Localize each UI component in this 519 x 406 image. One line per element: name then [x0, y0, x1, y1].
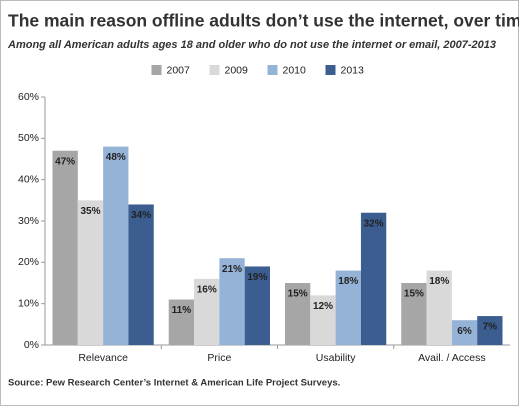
x-tick-label: Price	[207, 352, 231, 364]
x-tick-label: Avail. / Access	[418, 352, 486, 364]
value-label: 18%	[429, 276, 449, 287]
bar	[426, 270, 452, 345]
bar	[477, 316, 503, 345]
bar	[128, 204, 154, 345]
x-tick-label: Usability	[316, 352, 356, 364]
value-label: 34%	[131, 210, 151, 221]
bar	[285, 283, 311, 345]
value-label: 18%	[338, 276, 358, 287]
bar	[451, 320, 478, 345]
bar	[194, 278, 220, 345]
y-tick-label: 0%	[24, 339, 39, 351]
value-label: 35%	[80, 206, 100, 217]
y-tick-label: 20%	[18, 256, 39, 268]
bar	[103, 146, 129, 345]
legend-label: 2009	[225, 64, 249, 76]
bar	[360, 212, 387, 345]
value-label: 32%	[364, 218, 384, 229]
bar	[52, 150, 78, 345]
value-label: 19%	[247, 272, 267, 283]
value-label: 12%	[313, 301, 333, 312]
legend-swatch	[325, 65, 336, 75]
value-label: 11%	[172, 305, 192, 316]
value-label: 6%	[457, 326, 472, 337]
chart-subtitle: Among all American adults ages 18 and ol…	[7, 39, 496, 51]
legend-label: 2007	[167, 64, 191, 76]
legend-swatch	[209, 65, 220, 75]
legend-swatch	[151, 65, 162, 75]
source: Source: Pew Research Center’s Internet &…	[8, 378, 340, 389]
bar	[401, 283, 427, 345]
y-tick-label: 40%	[18, 173, 39, 185]
legend-label: 2013	[341, 64, 365, 76]
chart-title: The main reason offline adults don’t use…	[8, 11, 519, 31]
bar	[335, 270, 361, 345]
value-label: 15%	[404, 289, 424, 300]
value-label: 47%	[55, 156, 75, 167]
bar	[219, 258, 245, 345]
legend-swatch	[267, 65, 278, 75]
value-label: 7%	[483, 322, 498, 333]
value-label: 48%	[106, 152, 126, 163]
value-label: 21%	[222, 264, 242, 275]
value-label: 16%	[197, 285, 217, 296]
legend-label: 2010	[283, 64, 307, 76]
y-tick-label: 60%	[18, 91, 39, 103]
bar	[77, 200, 104, 345]
y-tick-label: 30%	[18, 215, 39, 227]
y-tick-label: 10%	[18, 297, 39, 309]
bar	[168, 299, 195, 345]
value-label: 15%	[288, 289, 308, 300]
bar	[244, 266, 270, 345]
y-tick-label: 50%	[18, 132, 39, 144]
bar	[310, 295, 336, 345]
x-tick-label: Relevance	[78, 352, 128, 364]
